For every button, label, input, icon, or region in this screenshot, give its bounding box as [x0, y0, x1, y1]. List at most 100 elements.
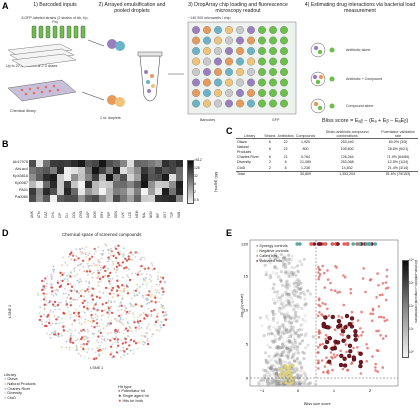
antibiotic-label: ERY: [100, 211, 104, 219]
compound-point: [96, 325, 99, 327]
compound-point: [87, 286, 90, 288]
compound-point: [84, 318, 87, 321]
heatmap-cell: [29, 188, 36, 195]
strain-label: AbLac4: [15, 167, 28, 171]
heatmap-cell: [43, 188, 50, 195]
compound-point: [95, 301, 98, 304]
called-hit-point: [318, 273, 322, 276]
compound-point: [137, 271, 140, 274]
heatmap-cell: [141, 188, 148, 195]
compound-point: [57, 301, 60, 304]
hit-type-label: Potentiator hit: [121, 389, 145, 393]
combination-point: [271, 286, 275, 290]
combination-point: [269, 367, 273, 371]
potentiator-hit-point: [117, 251, 120, 254]
microwell: [214, 26, 222, 34]
table-cell: 22: [283, 147, 288, 152]
combination-point: [272, 256, 276, 261]
heatmap-cell: [57, 174, 64, 181]
heatmap-cell: [148, 195, 155, 202]
combination-point: [293, 381, 297, 385]
combination-point: [277, 337, 281, 341]
table-cell: 253,440: [340, 140, 354, 144]
antibiotic-label: GEN: [114, 211, 118, 218]
called-hit-point: [317, 271, 320, 274]
combination-point: [285, 283, 289, 287]
heatmap-cell: [36, 188, 43, 195]
compound-point: [113, 292, 115, 295]
compound-point: [107, 316, 110, 319]
combination-point: [291, 355, 295, 360]
compound-point: [106, 338, 109, 341]
mic-heatmap: [29, 160, 183, 202]
compound-point: [124, 304, 126, 307]
compound-point: [55, 334, 58, 337]
combination-point: [282, 326, 287, 330]
called-hit-point: [377, 283, 380, 287]
compound-point: [158, 291, 161, 294]
potentiator-hit-point: [121, 342, 125, 345]
compound-point: [121, 297, 124, 300]
called-hit-point: [340, 327, 343, 330]
density-colorbar-label: All strain–antibiotic–compound combinati…: [414, 260, 418, 323]
called-hit-point: [324, 337, 328, 341]
compound-point: [109, 331, 112, 334]
compound-point: [119, 321, 122, 323]
table-cell: 6: [268, 147, 271, 152]
compound-point: [102, 292, 105, 294]
potentiator-hit-point: [62, 325, 65, 328]
heatmap-cell: [176, 174, 183, 181]
compound-point: [106, 287, 109, 290]
compound-point: [79, 290, 82, 292]
potentiator-hit-point: [143, 317, 146, 320]
combination-point: [286, 302, 291, 306]
combination-point: [289, 348, 293, 352]
potentiator-hit-point: [106, 311, 109, 314]
potentiator-hit-point: [88, 257, 91, 261]
combination-point: [295, 319, 299, 323]
combination-point: [279, 278, 283, 282]
potentiator-hit-point: [61, 279, 64, 282]
compound-point: [94, 316, 97, 319]
combination-point: [306, 343, 310, 347]
legend-dot-icon: ●: [4, 386, 7, 391]
compound-point: [149, 280, 152, 283]
called-hit-point: [370, 319, 374, 322]
strains-text: 8 GFP-labeled strains (2 strains of Ab, …: [21, 16, 89, 25]
heatmap-cell: [85, 160, 92, 167]
heatmap-cell: [99, 167, 106, 174]
panel-a-illustration: [7, 21, 335, 115]
compound-point: [126, 352, 129, 355]
compound-point: [150, 275, 153, 278]
combination-point: [292, 330, 296, 334]
validated-hit-point: [338, 362, 344, 368]
compound-point: [143, 267, 145, 270]
table-row: Charles River 6 21 5,764 726,264 71.9% (…: [236, 154, 418, 159]
compound-point: [116, 275, 118, 277]
negative-control-point: [280, 369, 284, 373]
potentiator-hit-point: [107, 256, 110, 259]
microwell: [258, 68, 266, 76]
hit-type-single-agent: ★ Single agent hit: [118, 394, 208, 399]
combination-point: [298, 382, 303, 386]
compound-point: [146, 332, 149, 335]
compound-point: [150, 285, 153, 288]
compound-point: [85, 253, 87, 256]
combination-point: [274, 371, 278, 376]
called-hit-point: [333, 289, 337, 292]
potentiator-hit-point: [59, 271, 62, 274]
compound-point: [87, 357, 90, 360]
compound-point: [54, 308, 56, 311]
called-hit-point: [333, 328, 337, 332]
antibiotic-label: LZD: [128, 211, 132, 218]
compound-point: [62, 256, 64, 259]
combination-point: [271, 382, 275, 386]
combination-point: [274, 368, 278, 372]
combination-point: [286, 379, 290, 383]
combination-point: [276, 256, 280, 260]
compound-point: [78, 339, 81, 342]
compound-point: [121, 255, 124, 258]
heatmap-cell: [127, 181, 134, 188]
potentiator-hit-point: [61, 273, 64, 276]
microwell: [192, 36, 200, 45]
